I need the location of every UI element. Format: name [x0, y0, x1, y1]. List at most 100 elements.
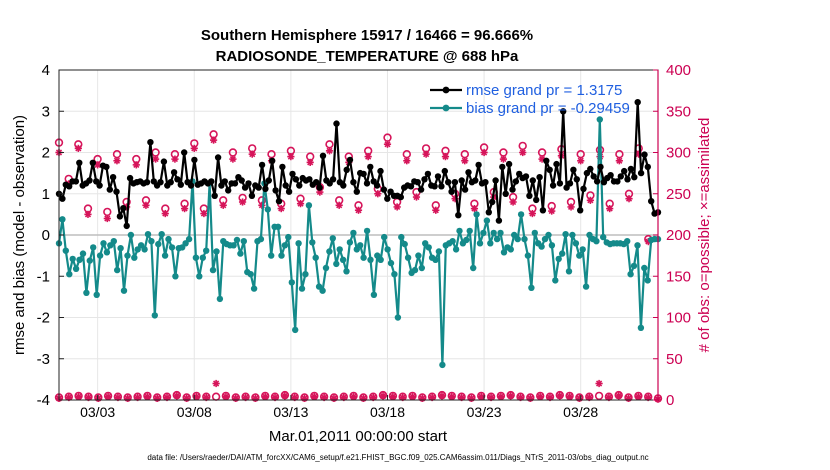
- rmse-point: [221, 178, 228, 185]
- legend-rmse-marker: [442, 86, 450, 94]
- rmse-point: [373, 182, 381, 189]
- bias-point: [309, 239, 316, 246]
- bottom-assimilated-marker: [173, 392, 181, 400]
- bias-point: [507, 246, 514, 253]
- rmse-point: [225, 187, 232, 194]
- bottom-obs-markers: [54, 379, 663, 403]
- bottom-assimilated-marker: [477, 393, 485, 401]
- bias-point: [569, 231, 576, 239]
- rmse-point: [573, 176, 580, 183]
- bias-point: [117, 245, 124, 252]
- bias-point: [305, 202, 313, 209]
- assimilated-obs-marker: [238, 198, 247, 206]
- bias-point: [521, 235, 528, 243]
- rmse-point: [208, 178, 215, 185]
- bottom-assimilated-marker: [183, 394, 191, 402]
- y-tick-label-left: 1: [42, 186, 50, 203]
- y-tick-label-right: 200: [666, 227, 691, 244]
- assimilated-obs-marker: [171, 155, 179, 163]
- rmse-point: [502, 190, 509, 197]
- bias-point: [360, 254, 367, 261]
- assimilated-obs-marker: [180, 205, 189, 213]
- bottom-assimilated-marker: [634, 393, 642, 401]
- assimilated-obs-marker: [306, 158, 314, 166]
- assimilated-obs-marker: [190, 144, 198, 152]
- bias-point: [391, 271, 398, 278]
- bias-point: [213, 248, 220, 255]
- rmse-point: [167, 179, 174, 186]
- y-axis-label-left: rmse and bias (model - observation): [11, 115, 28, 355]
- assimilated-obs-marker: [152, 155, 160, 163]
- bias-point: [199, 254, 206, 261]
- assimilated-obs-marker: [519, 148, 527, 157]
- bias-point: [596, 116, 603, 123]
- y-tick-label-left: -3: [37, 351, 50, 368]
- y-tick-label-left: 0: [42, 227, 50, 244]
- rmse-point: [648, 198, 655, 205]
- assimilated-obs-marker: [335, 201, 343, 209]
- bottom-assimilated-marker: [94, 394, 102, 402]
- bottom-assimilated-marker: [75, 393, 83, 401]
- assimilated-obs-marker: [586, 196, 594, 204]
- bias-point: [363, 227, 371, 235]
- bias-point: [531, 229, 538, 237]
- bias-point: [476, 240, 484, 247]
- assimilated-obs-marker: [209, 136, 218, 144]
- rmse-point: [103, 163, 110, 171]
- bias-point: [493, 235, 501, 243]
- bottom-assimilated-marker: [507, 392, 515, 400]
- bias-point: [333, 260, 340, 268]
- assimilated-obs-marker: [383, 140, 392, 148]
- assimilated-obs-marker: [113, 157, 121, 165]
- rmse-point: [549, 182, 557, 189]
- bias-point: [398, 233, 405, 241]
- bottom-assimilated-marker: [526, 394, 534, 402]
- rmse-point: [397, 193, 404, 201]
- bias-point: [240, 238, 247, 245]
- bias-point: [370, 291, 378, 298]
- bottom-assimilated-marker: [497, 393, 505, 401]
- y-tick-label-left: 2: [42, 145, 50, 162]
- bottom-assimilated-marker: [153, 394, 161, 402]
- rmse-point: [637, 169, 645, 177]
- rmse-point: [265, 177, 272, 184]
- rmse-point: [289, 170, 296, 178]
- bias-point: [432, 256, 439, 263]
- rmse-point: [556, 180, 564, 187]
- bottom-assimilated-marker: [124, 394, 132, 402]
- assimilated-obs-marker: [277, 205, 285, 213]
- rmse-point: [421, 176, 428, 183]
- bias-point: [322, 264, 330, 272]
- rmse-point: [282, 182, 289, 189]
- rmse-point: [644, 163, 651, 171]
- assimilated-obs-marker: [422, 150, 430, 158]
- bias-point: [630, 262, 638, 270]
- rmse-point: [113, 188, 120, 195]
- rmse-point: [76, 159, 83, 166]
- rmse-point: [245, 180, 252, 187]
- rmse-point: [187, 182, 195, 189]
- bias-point: [120, 287, 128, 294]
- bias-point: [538, 243, 545, 250]
- rmse-point: [170, 169, 178, 176]
- footnote: data file: /Users/raeder/DAI/ATM_forcXX/…: [147, 453, 648, 462]
- y-tick-label-left: -1: [37, 268, 50, 285]
- bias-point: [381, 233, 388, 241]
- bias-point: [404, 254, 412, 261]
- legend-bias-label: bias grand pr = -0.29459: [466, 100, 630, 117]
- rmse-point: [333, 120, 340, 127]
- rmse-point: [441, 167, 448, 175]
- bias-point: [456, 227, 463, 235]
- legend-bias-marker: [442, 104, 450, 112]
- bias-point: [346, 239, 354, 246]
- y-tick-label-right: 250: [666, 186, 691, 203]
- rmse-series: [55, 99, 662, 230]
- bias-point: [79, 250, 87, 257]
- assimilated-obs-marker: [528, 209, 537, 218]
- rmse-point: [438, 183, 445, 190]
- bottom-assimilated-marker: [281, 392, 289, 400]
- bias-point: [127, 231, 135, 239]
- bottom-assimilated-marker: [349, 393, 358, 401]
- bottom-assimilated-marker: [408, 393, 417, 401]
- rmse-point: [123, 222, 130, 230]
